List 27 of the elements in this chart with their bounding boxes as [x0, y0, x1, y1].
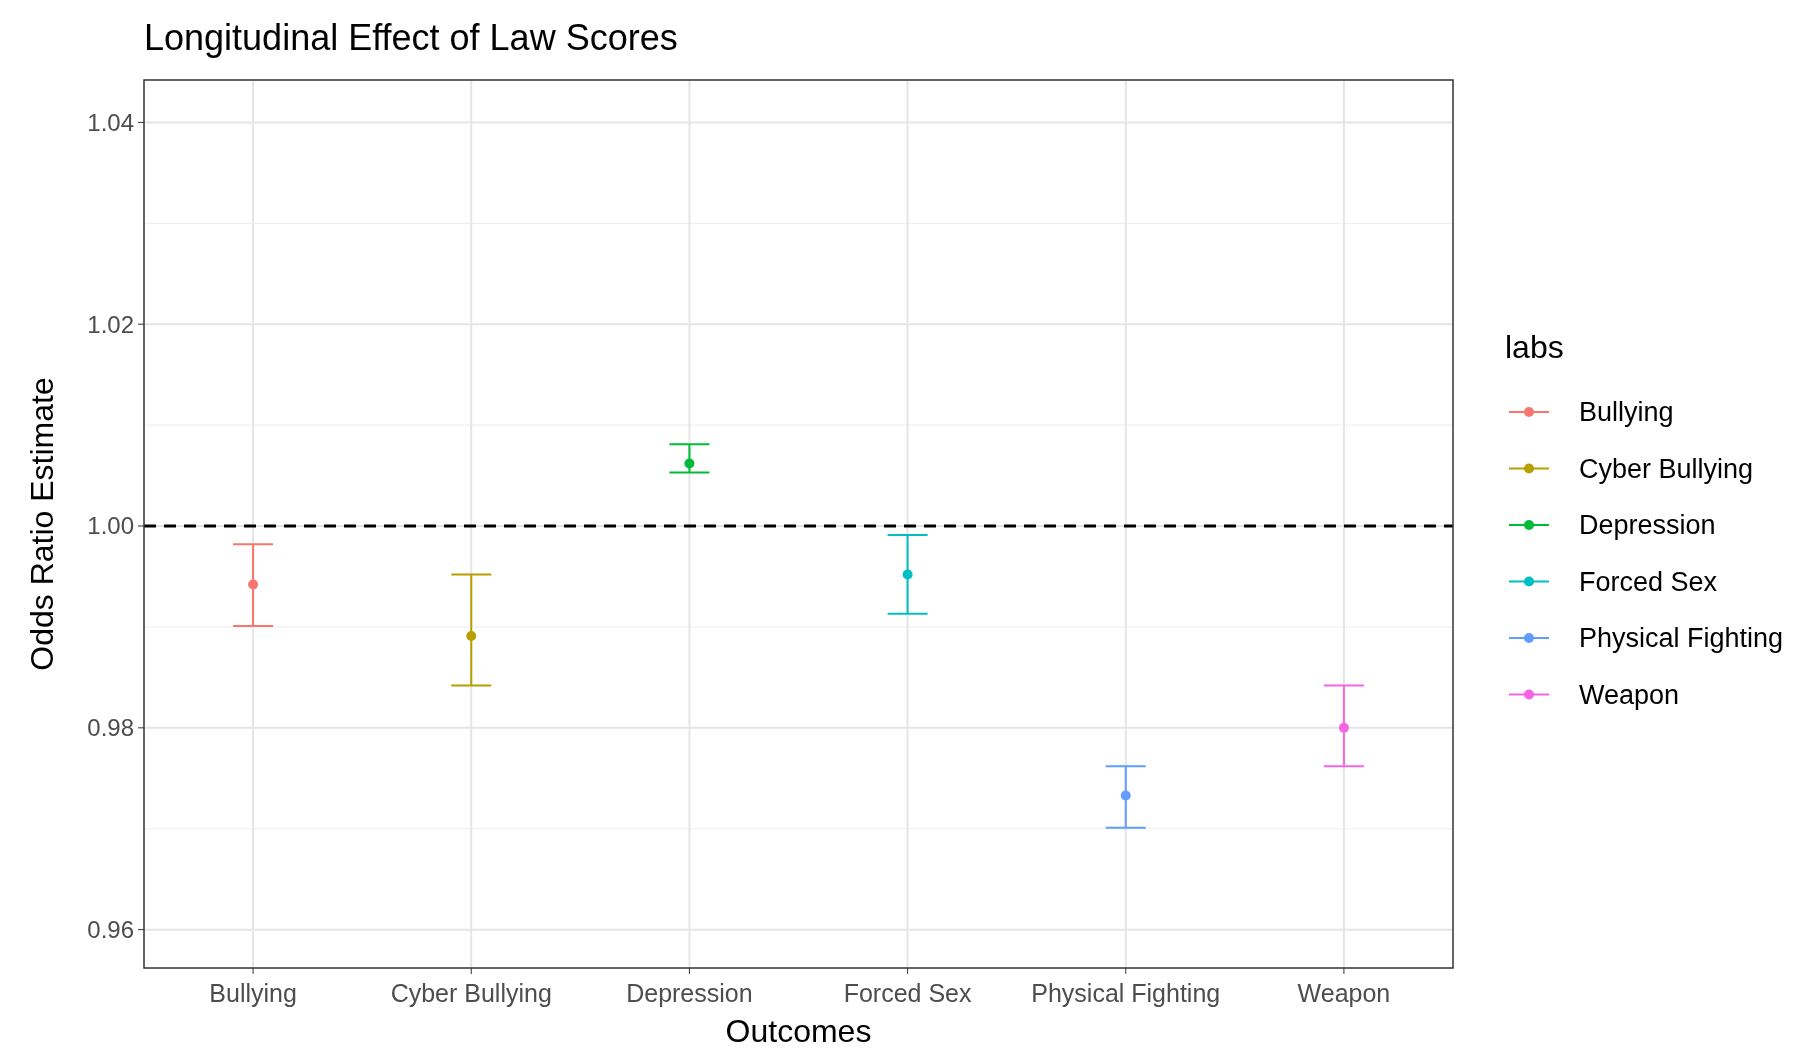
y-tick-label: 0.98 [87, 714, 134, 742]
point [902, 569, 913, 580]
point [1338, 722, 1349, 733]
x-tick-label: Cyber Bullying [390, 979, 552, 1007]
legend-label: Physical Fighting [1579, 623, 1784, 654]
x-tick-label: Weapon [1297, 979, 1391, 1007]
legend-label: Weapon [1579, 679, 1680, 710]
legend-label: Cyber Bullying [1579, 453, 1754, 484]
legend-label: Forced Sex [1579, 566, 1718, 597]
point [248, 579, 259, 590]
chart-title: Longitudinal Effect of Law Scores [144, 17, 678, 58]
y-axis-title: Odds Ratio Estimate [24, 377, 60, 671]
point [684, 458, 695, 469]
legend-label: Depression [1579, 510, 1716, 541]
y-tick-label: 1.02 [87, 310, 134, 338]
x-axis-title: Outcomes [725, 1013, 872, 1049]
x-tick-label: Bullying [209, 979, 297, 1007]
y-tick-label: 1.00 [87, 512, 134, 540]
legend-label: Bullying [1579, 397, 1674, 428]
legend-title: labs [1505, 329, 1564, 365]
y-tick-label: 0.96 [87, 916, 134, 944]
x-tick-label: Physical Fighting [1031, 979, 1221, 1007]
y-tick-label: 1.04 [87, 108, 134, 136]
point [466, 631, 477, 642]
x-tick-label: Depression [626, 979, 753, 1007]
point [1120, 790, 1131, 801]
x-tick-label: Forced Sex [843, 979, 972, 1007]
